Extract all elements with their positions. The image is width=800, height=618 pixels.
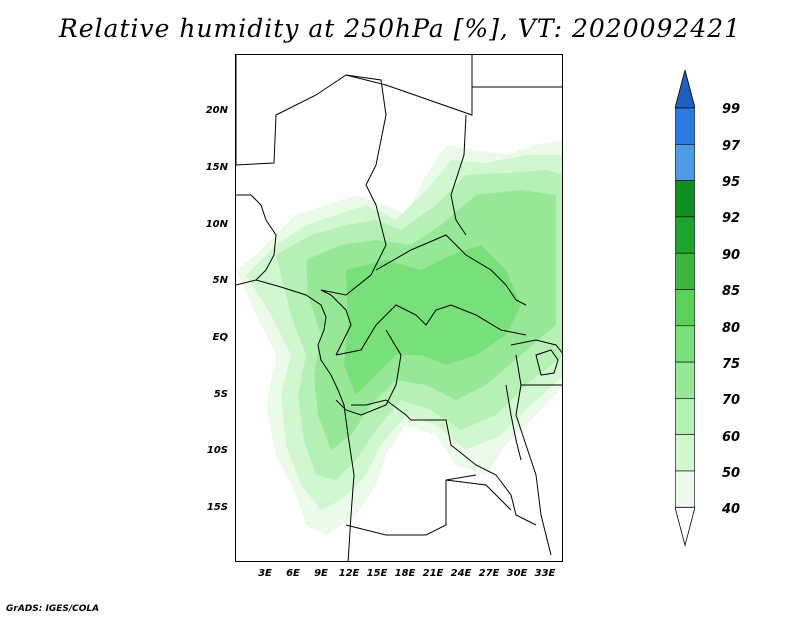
border-chad [320, 204, 387, 296]
legend-label-95: 95 [722, 175, 741, 190]
humidity-map [236, 55, 562, 561]
lat-label-15n: 15N [205, 162, 228, 173]
border-car [375, 234, 527, 306]
legend-label-40: 40 [722, 502, 741, 517]
colorbar-segment-40-50 [675, 470, 695, 508]
colorbar-segment-85-90 [675, 252, 695, 290]
lat-label-15s: 15S [206, 502, 228, 513]
border-drc-south [351, 399, 537, 526]
credit-text: GrADS: IGES/COLA [6, 604, 100, 614]
legend-label-80: 80 [722, 321, 741, 336]
border-angola [345, 474, 477, 536]
legend-label-85: 85 [722, 284, 741, 299]
legend-label-70: 70 [722, 393, 741, 408]
lake-tanganyika [505, 384, 522, 461]
lat-label-10n: 10N [205, 219, 228, 230]
legend-label-60: 60 [722, 430, 741, 445]
legend-label-92: 92 [722, 211, 741, 226]
lon-label-18e: 18E [394, 568, 416, 579]
lake-victoria [535, 349, 559, 376]
border-congo [335, 304, 527, 356]
border-zambia [445, 479, 512, 511]
border-cameroon [320, 289, 352, 356]
colorbar-segment-97-99 [675, 107, 695, 145]
colorbar-segment-95-97 [675, 144, 695, 181]
lon-label-3e: 3E [258, 568, 272, 579]
border-sudan-east [450, 114, 467, 236]
lat-label-10s: 10S [206, 445, 228, 456]
colorbar-segment-75-80 [675, 325, 695, 363]
lat-label-5s: 5S [213, 389, 228, 400]
border-north [236, 55, 387, 206]
humidity-shading [236, 140, 562, 535]
lon-label-12e: 12E [338, 568, 360, 579]
lat-label-eq: EQ [212, 332, 228, 343]
lon-label-33e: 33E [534, 568, 556, 579]
colorbar-segment-92-95 [675, 180, 695, 218]
map-panel [235, 54, 563, 562]
legend-label-90: 90 [722, 248, 741, 263]
coastline-west [236, 279, 355, 561]
border-libya [345, 55, 473, 116]
border-drc [335, 329, 402, 416]
border-nw [236, 194, 277, 281]
lon-label-15e: 15E [366, 568, 388, 579]
colorbar-segment-70-75 [675, 361, 695, 399]
lon-label-21e: 21E [422, 568, 444, 579]
lon-label-30e: 30E [506, 568, 528, 579]
lon-label-6e: 6E [286, 568, 300, 579]
lat-label-5n: 5N [212, 275, 228, 286]
colorbar-segment-90-92 [675, 216, 695, 254]
colorbar-segment-below-40 [675, 506, 695, 547]
chart-title: Relative humidity at 250hPa [%], VT: 202… [58, 14, 742, 43]
colorbar-segment-50-60 [675, 434, 695, 472]
border-uganda [510, 339, 562, 354]
colorbar-segment-above-99 [675, 70, 695, 109]
colorbar [675, 70, 695, 547]
legend-label-75: 75 [722, 357, 741, 372]
lon-label-24e: 24E [450, 568, 472, 579]
humidity-region-75-80 [344, 245, 521, 395]
colorbar-segment-80-85 [675, 289, 695, 327]
borders [236, 55, 562, 561]
legend-label-97: 97 [722, 139, 741, 154]
colorbar-segment-60-70 [675, 398, 695, 435]
legend-label-99: 99 [722, 102, 741, 117]
lat-label-20n: 20N [205, 105, 228, 116]
legend-label-50: 50 [722, 466, 741, 481]
lon-label-27e: 27E [478, 568, 500, 579]
lon-label-9e: 9E [314, 568, 328, 579]
